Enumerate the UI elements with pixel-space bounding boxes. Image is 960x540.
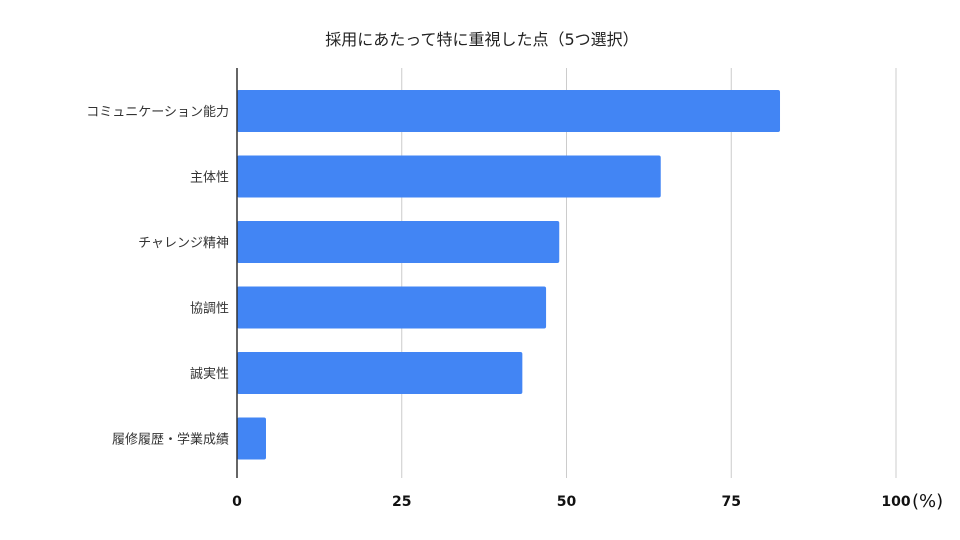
x-tick-label-50: 50 [557, 494, 577, 510]
x-tick-label-25: 25 [392, 494, 411, 510]
category-label-3: 協調性 [190, 302, 229, 317]
x-axis-tick-labels: 0 25 50 75 100 [232, 494, 911, 510]
x-tick-label-100: 100 [881, 494, 910, 510]
gridlines [401, 68, 897, 478]
category-label-1: 主体性 [190, 171, 229, 186]
bar-1 [237, 155, 661, 198]
category-label-2: チャレンジ精神 [138, 236, 229, 251]
bar-3 [237, 286, 547, 329]
bar-0 [237, 90, 781, 132]
x-tick-label-0: 0 [232, 494, 242, 510]
bar-4 [237, 352, 523, 394]
bar-5 [237, 417, 266, 460]
category-label-4: 誠実性 [190, 366, 229, 382]
category-label-0: コミュニケーション能力 [86, 105, 229, 120]
category-label-5: 履修履歴・学業成績 [112, 432, 229, 448]
chart-title: 採用にあたって特に重視した点（5つ選択） [325, 30, 638, 49]
x-tick-label-75: 75 [722, 494, 741, 510]
bar-2 [237, 221, 560, 263]
x-axis-unit-label: (%) [912, 491, 943, 512]
bars [237, 90, 781, 460]
